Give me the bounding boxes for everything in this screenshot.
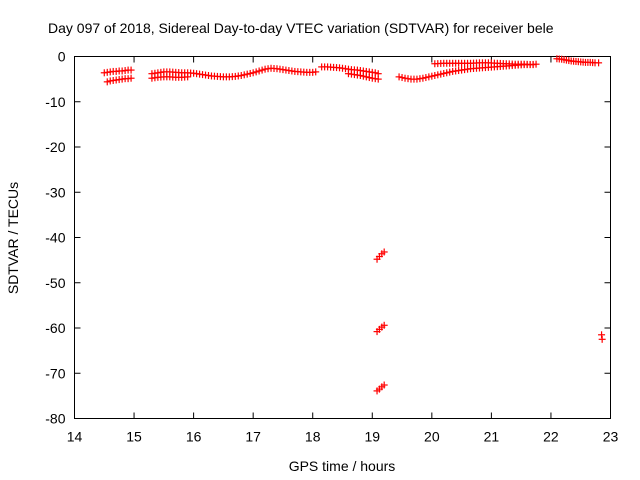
data-points	[100, 55, 606, 395]
data-point	[595, 59, 603, 67]
data-point	[419, 74, 427, 82]
y-tick-label: -10	[45, 94, 65, 110]
data-point	[371, 69, 379, 77]
data-point	[374, 75, 382, 83]
x-tick-label: 18	[305, 429, 321, 445]
x-tick-label: 19	[364, 429, 380, 445]
data-point	[428, 72, 436, 80]
data-point	[380, 248, 388, 256]
data-point	[237, 72, 245, 80]
data-point	[127, 74, 135, 82]
x-tick-label: 14	[67, 429, 83, 445]
data-point	[365, 74, 373, 82]
data-point	[240, 71, 248, 79]
data-point	[356, 72, 364, 80]
plot-frame	[74, 56, 611, 419]
data-point	[249, 69, 257, 77]
data-point	[127, 66, 135, 74]
x-tick-label: 17	[245, 429, 261, 445]
x-axis-label: GPS time / hours	[289, 458, 396, 474]
y-tick-label: -40	[45, 230, 65, 246]
data-point	[103, 78, 111, 86]
y-tick-label: -70	[45, 365, 65, 381]
y-tick-label: -50	[45, 275, 65, 291]
y-axis: 0 -10 -20 -30 -40 -50 -60 -70 -80	[45, 49, 611, 427]
data-point	[422, 74, 430, 82]
data-point	[312, 68, 320, 76]
data-point	[431, 72, 439, 80]
data-point	[443, 69, 451, 77]
data-point	[440, 69, 448, 77]
data-point	[437, 70, 445, 78]
data-point	[362, 73, 370, 81]
y-tick-label: -80	[45, 411, 65, 427]
data-point	[434, 71, 442, 79]
data-point	[425, 73, 433, 81]
data-point	[246, 69, 254, 77]
data-point	[446, 68, 454, 76]
data-point	[359, 72, 367, 80]
x-tick-label: 16	[186, 429, 202, 445]
data-point	[395, 73, 403, 81]
x-tick-label: 15	[126, 429, 142, 445]
y-tick-label: 0	[58, 49, 66, 65]
data-point	[398, 74, 406, 82]
x-tick-label: 23	[603, 429, 619, 445]
y-tick-label: -60	[45, 320, 65, 336]
data-point	[252, 68, 260, 76]
x-tick-label: 22	[543, 429, 559, 445]
x-axis: 14 15 16 17 18 19 20 21 22 23	[67, 56, 619, 445]
y-axis-label: SDTVAR / TECUs	[5, 182, 21, 294]
data-point	[258, 66, 266, 74]
chart-title: Day 097 of 2018, Sidereal Day-to-day VTE…	[48, 20, 554, 36]
data-point	[255, 67, 263, 75]
y-tick-label: -30	[45, 184, 65, 200]
data-point	[380, 381, 388, 389]
data-point	[184, 73, 192, 81]
data-point	[598, 335, 606, 343]
x-tick-label: 21	[484, 429, 500, 445]
y-tick-label: -20	[45, 139, 65, 155]
data-point	[529, 61, 537, 69]
x-tick-label: 20	[424, 429, 440, 445]
data-point	[243, 70, 251, 78]
data-point	[380, 321, 388, 329]
